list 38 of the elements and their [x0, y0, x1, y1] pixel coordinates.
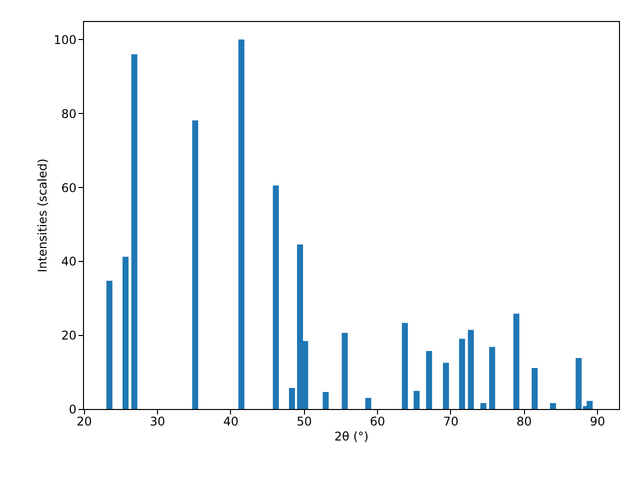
bar — [586, 400, 593, 409]
bar — [532, 368, 538, 409]
y-tick-label: 20 — [61, 328, 76, 343]
bar — [489, 346, 496, 409]
bar — [192, 120, 198, 409]
bar — [131, 54, 138, 409]
x-tick-label: 90 — [590, 414, 606, 428]
bar — [550, 403, 556, 409]
bar — [272, 185, 279, 409]
bar — [513, 314, 520, 409]
bar — [122, 256, 129, 409]
bar — [402, 322, 408, 409]
bar — [106, 280, 112, 409]
y-tick-label: 60 — [61, 180, 76, 195]
y-axis-title: Intensities (scaled) — [36, 158, 50, 272]
bar — [426, 350, 432, 409]
x-tick-label: 40 — [223, 414, 239, 428]
y-tick-label: 40 — [61, 254, 76, 269]
bar — [414, 390, 420, 409]
x-tick-label: 70 — [443, 414, 458, 428]
y-tick-label: 80 — [61, 106, 76, 121]
bar — [322, 392, 329, 409]
bar — [342, 332, 348, 409]
x-tick-label: 80 — [516, 414, 532, 428]
bar — [442, 362, 449, 409]
x-tick-label: 20 — [76, 414, 92, 428]
bar — [480, 403, 486, 409]
x-axis-title: 2θ (°) — [334, 430, 369, 444]
x-tick-label: 30 — [150, 414, 166, 428]
bar — [365, 398, 372, 409]
bar — [468, 330, 474, 409]
bar — [459, 338, 466, 409]
y-tick-label: 0 — [68, 402, 76, 416]
y-tick-label: 100 — [54, 32, 76, 47]
x-tick-label: 60 — [370, 414, 386, 428]
bar — [288, 388, 295, 409]
bar — [238, 39, 244, 409]
x-tick-label: 50 — [296, 414, 312, 428]
